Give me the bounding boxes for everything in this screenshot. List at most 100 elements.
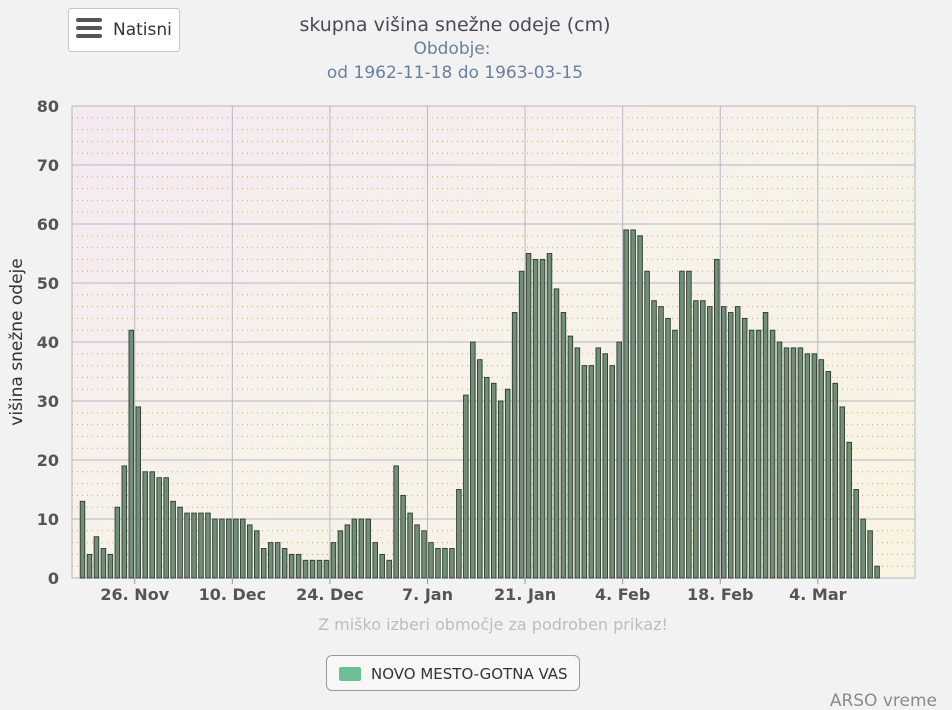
data-bar[interactable] [658,306,664,579]
data-bar[interactable] [484,376,490,579]
data-bar[interactable] [860,518,866,579]
data-bar[interactable] [741,317,748,579]
data-bar[interactable] [714,258,720,579]
data-bar[interactable] [644,270,650,579]
data-bar[interactable] [818,359,825,579]
data-bar[interactable] [574,347,581,579]
data-bar[interactable] [93,536,100,579]
data-bar[interactable] [553,288,560,579]
data-bar[interactable] [560,312,567,579]
data-bar[interactable] [337,530,344,579]
data-bar[interactable] [755,329,762,579]
data-bar[interactable] [790,347,797,579]
data-bar[interactable] [853,489,859,579]
data-bar[interactable] [428,542,434,579]
data-bar[interactable] [247,524,253,579]
data-bar[interactable] [525,253,532,579]
data-bar[interactable] [177,506,183,579]
data-bar[interactable] [267,542,274,579]
data-bar[interactable] [212,518,218,579]
data-bar[interactable] [497,400,504,579]
data-bar[interactable] [288,553,295,579]
data-bar[interactable] [672,329,678,579]
data-bar[interactable] [358,518,365,579]
data-bar[interactable] [846,441,852,579]
data-bar[interactable] [414,524,420,579]
data-bar[interactable] [463,394,469,579]
data-bar[interactable] [295,553,302,579]
data-bar[interactable] [184,512,190,579]
data-bar[interactable] [651,300,657,579]
data-bar[interactable] [421,530,427,579]
data-bar[interactable] [260,548,267,579]
data-bar[interactable] [226,518,232,579]
data-bar[interactable] [114,506,121,579]
data-bar[interactable] [163,477,169,579]
data-bar[interactable] [253,530,260,579]
data-bar[interactable] [532,258,539,579]
data-bar[interactable] [191,512,197,579]
data-bar[interactable] [546,253,553,579]
data-bar[interactable] [797,347,804,579]
data-bar[interactable] [379,553,385,579]
data-bar[interactable] [205,512,211,579]
data-bar[interactable] [323,559,330,579]
data-bar[interactable] [156,477,162,579]
print-menu-button[interactable]: Natisni [68,8,180,52]
data-bar[interactable] [449,548,455,579]
data-bar[interactable] [623,229,629,579]
data-bar[interactable] [665,317,671,579]
data-bar[interactable] [686,270,692,579]
data-bar[interactable] [274,542,281,579]
data-bar[interactable] [309,559,316,579]
data-bar[interactable] [539,258,546,579]
data-bar[interactable] [281,548,288,579]
data-bar[interactable] [198,512,204,579]
data-bar[interactable] [344,524,351,579]
data-bar[interactable] [435,548,441,579]
data-bar[interactable] [748,329,755,579]
data-bar[interactable] [825,371,832,579]
data-bar[interactable] [316,559,323,579]
data-bar[interactable] [490,382,497,579]
data-bar[interactable] [588,365,595,579]
data-bar[interactable] [302,559,309,579]
data-bar[interactable] [630,229,636,579]
data-bar[interactable] [79,500,86,579]
data-bar[interactable] [874,565,880,579]
data-bar[interactable] [219,518,225,579]
data-bar[interactable] [783,347,790,579]
data-bar[interactable] [511,312,518,579]
data-bar[interactable] [504,388,511,579]
data-bar[interactable] [233,518,239,579]
data-bar[interactable] [142,471,148,579]
legend-item[interactable]: NOVO MESTO-GOTNA VAS [326,655,580,691]
data-bar[interactable] [595,347,602,579]
data-bar[interactable] [351,518,358,579]
data-bar[interactable] [637,235,643,579]
credit-text[interactable]: ARSO vreme [830,691,937,710]
data-bar[interactable] [477,359,483,579]
data-bar[interactable] [602,353,609,579]
data-bar[interactable] [609,365,615,579]
data-bar[interactable] [518,270,525,579]
data-bar[interactable] [330,542,337,579]
data-bar[interactable] [567,335,574,579]
data-bar[interactable] [839,406,845,579]
data-bar[interactable] [616,341,622,579]
data-bar[interactable] [727,312,734,579]
data-bar[interactable] [707,306,713,579]
data-bar[interactable] [86,553,93,579]
data-bar[interactable] [442,548,448,579]
data-bar[interactable] [456,489,462,579]
data-bar[interactable] [804,353,811,579]
data-bar[interactable] [734,306,741,579]
data-bar[interactable] [776,341,783,579]
data-bar[interactable] [762,312,769,579]
data-bar[interactable] [470,341,476,579]
data-bar[interactable] [100,548,107,579]
data-bar[interactable] [393,465,399,579]
data-bar[interactable] [365,518,372,579]
data-bar[interactable] [121,465,128,579]
